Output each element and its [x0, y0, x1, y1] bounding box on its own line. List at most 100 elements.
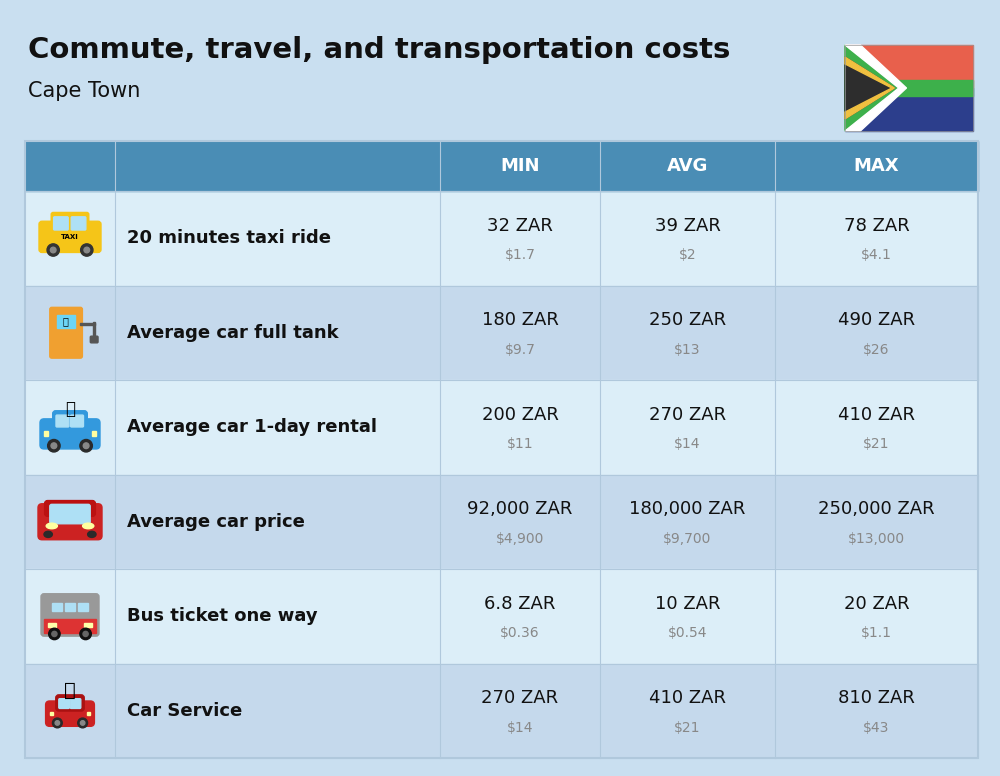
- Text: Car Service: Car Service: [127, 702, 242, 720]
- FancyBboxPatch shape: [56, 415, 69, 427]
- Text: 92,000 ZAR: 92,000 ZAR: [467, 501, 573, 518]
- Polygon shape: [845, 45, 906, 88]
- Text: Bus ticket one way: Bus ticket one way: [127, 608, 318, 625]
- Text: Commute, travel, and transportation costs: Commute, travel, and transportation cost…: [28, 36, 730, 64]
- FancyBboxPatch shape: [39, 221, 101, 252]
- Text: $13,000: $13,000: [848, 532, 905, 546]
- Text: 32 ZAR: 32 ZAR: [487, 217, 553, 235]
- Text: $11: $11: [507, 437, 533, 452]
- Text: 180,000 ZAR: 180,000 ZAR: [629, 501, 746, 518]
- Text: $0.54: $0.54: [668, 626, 707, 640]
- Text: $14: $14: [507, 721, 533, 735]
- Bar: [78, 603, 88, 611]
- Text: 🔧: 🔧: [64, 681, 76, 700]
- Text: $9,700: $9,700: [663, 532, 712, 546]
- Bar: [25, 663, 978, 758]
- FancyBboxPatch shape: [70, 698, 81, 708]
- Circle shape: [55, 721, 60, 726]
- Bar: [80, 323, 95, 325]
- Bar: [48, 623, 56, 627]
- FancyBboxPatch shape: [71, 415, 83, 427]
- FancyBboxPatch shape: [41, 594, 99, 636]
- Bar: [44, 618, 96, 633]
- Text: $14: $14: [674, 437, 701, 452]
- Text: Average car price: Average car price: [127, 513, 305, 531]
- Bar: [84, 623, 92, 627]
- Ellipse shape: [83, 523, 94, 528]
- Bar: [87, 712, 90, 715]
- Text: 🔑: 🔑: [65, 400, 75, 418]
- Text: AVG: AVG: [667, 157, 708, 175]
- Text: $43: $43: [863, 721, 890, 735]
- FancyBboxPatch shape: [56, 695, 84, 711]
- Bar: [25, 141, 978, 758]
- Circle shape: [81, 244, 93, 256]
- Text: 78 ZAR: 78 ZAR: [844, 217, 909, 235]
- Text: 39 ZAR: 39 ZAR: [655, 217, 720, 235]
- Bar: [25, 141, 978, 191]
- Text: Average car 1-day rental: Average car 1-day rental: [127, 418, 377, 436]
- Circle shape: [48, 439, 60, 452]
- Circle shape: [47, 244, 59, 256]
- Text: 200 ZAR: 200 ZAR: [482, 406, 558, 424]
- Text: 180 ZAR: 180 ZAR: [482, 311, 558, 330]
- Circle shape: [50, 248, 56, 253]
- Bar: [25, 191, 978, 286]
- Circle shape: [80, 439, 92, 452]
- FancyBboxPatch shape: [59, 698, 69, 708]
- Ellipse shape: [44, 532, 52, 538]
- FancyBboxPatch shape: [90, 336, 98, 343]
- Circle shape: [78, 718, 88, 728]
- Text: 6.8 ZAR: 6.8 ZAR: [484, 595, 556, 613]
- Circle shape: [80, 721, 85, 726]
- Bar: [845, 45, 973, 88]
- Polygon shape: [845, 45, 899, 131]
- FancyBboxPatch shape: [51, 213, 89, 232]
- Polygon shape: [845, 88, 906, 131]
- Text: $1.7: $1.7: [505, 248, 535, 262]
- Text: 20 ZAR: 20 ZAR: [844, 595, 909, 613]
- Text: 💧: 💧: [62, 316, 68, 326]
- FancyBboxPatch shape: [50, 307, 82, 359]
- Text: $4,900: $4,900: [496, 532, 544, 546]
- Circle shape: [51, 443, 57, 449]
- Circle shape: [80, 629, 91, 639]
- Text: MAX: MAX: [854, 157, 899, 175]
- Circle shape: [52, 632, 57, 636]
- Text: Average car full tank: Average car full tank: [127, 324, 339, 341]
- Text: Cape Town: Cape Town: [28, 81, 140, 101]
- Bar: [93, 322, 95, 338]
- Text: 270 ZAR: 270 ZAR: [481, 689, 559, 708]
- Ellipse shape: [88, 532, 96, 538]
- Text: $2: $2: [679, 248, 696, 262]
- Text: TAXI: TAXI: [61, 234, 79, 240]
- Text: $4.1: $4.1: [861, 248, 892, 262]
- Text: 410 ZAR: 410 ZAR: [838, 406, 915, 424]
- Text: MIN: MIN: [500, 157, 540, 175]
- FancyBboxPatch shape: [38, 504, 102, 540]
- Text: 270 ZAR: 270 ZAR: [649, 406, 726, 424]
- FancyBboxPatch shape: [54, 217, 68, 230]
- Text: 410 ZAR: 410 ZAR: [649, 689, 726, 708]
- FancyBboxPatch shape: [46, 701, 94, 726]
- FancyBboxPatch shape: [50, 504, 90, 524]
- Bar: [52, 603, 62, 611]
- Circle shape: [52, 718, 62, 728]
- Polygon shape: [845, 57, 894, 119]
- Text: 250,000 ZAR: 250,000 ZAR: [818, 501, 935, 518]
- Text: 250 ZAR: 250 ZAR: [649, 311, 726, 330]
- Text: $21: $21: [863, 437, 890, 452]
- Text: 810 ZAR: 810 ZAR: [838, 689, 915, 708]
- Bar: [65, 603, 75, 611]
- Bar: [25, 380, 978, 474]
- FancyBboxPatch shape: [40, 419, 100, 449]
- Bar: [44, 431, 48, 436]
- Bar: [25, 569, 978, 663]
- Text: $1.1: $1.1: [861, 626, 892, 640]
- Text: $13: $13: [674, 343, 701, 357]
- Text: $0.36: $0.36: [500, 626, 540, 640]
- Text: 10 ZAR: 10 ZAR: [655, 595, 720, 613]
- Bar: [845, 80, 973, 95]
- Bar: [57, 314, 75, 327]
- Bar: [25, 474, 978, 569]
